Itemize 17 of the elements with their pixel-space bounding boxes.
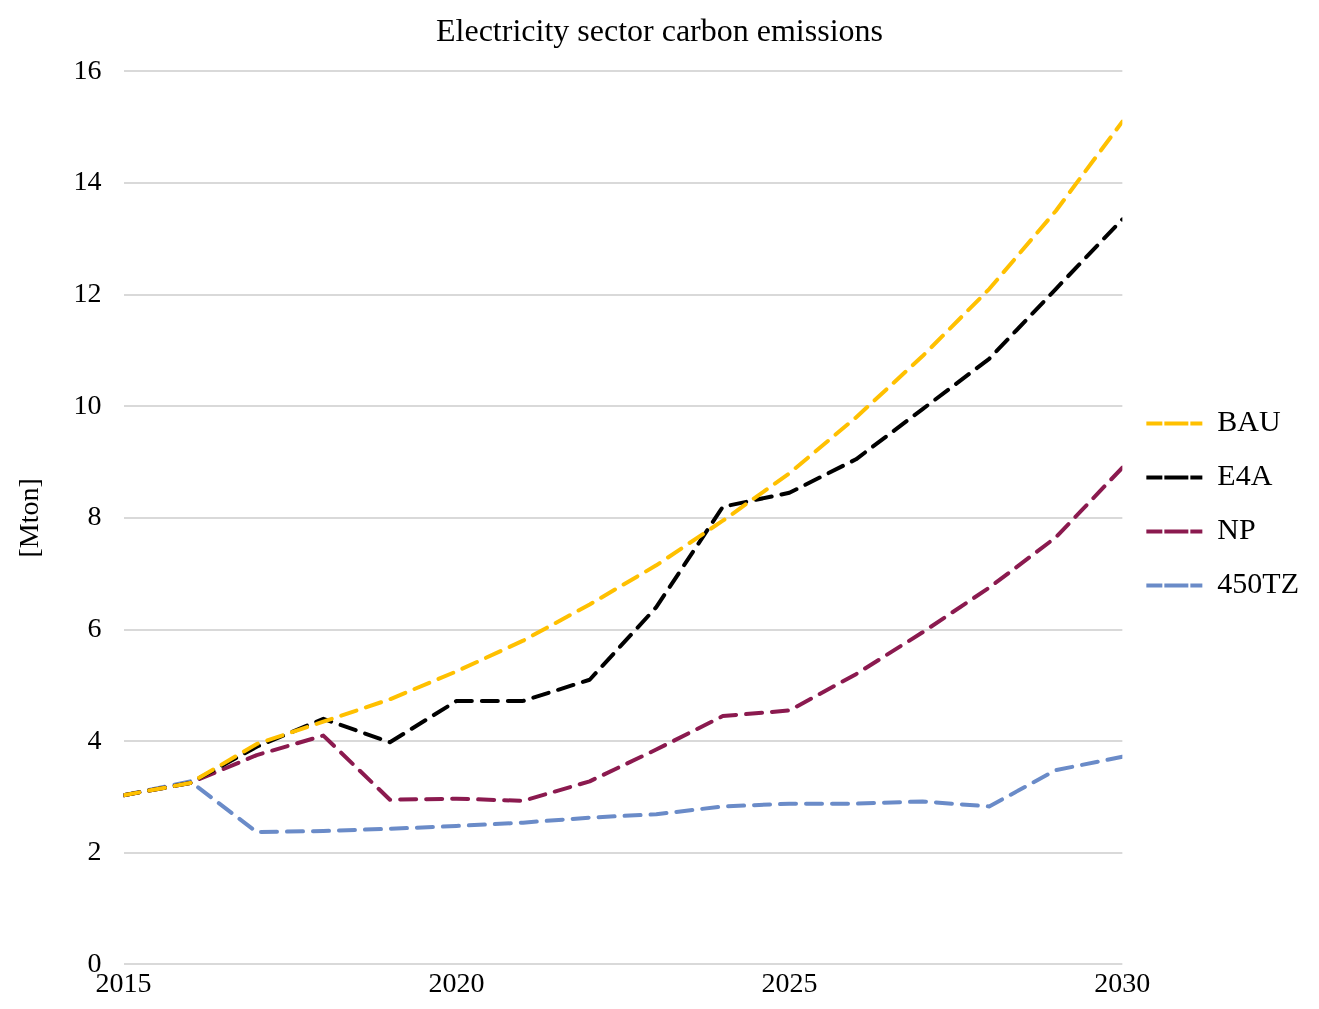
chart-title: Electricity sector carbon emissions — [436, 11, 883, 48]
legend-label: 450TZ — [1217, 566, 1300, 600]
y-tick-label: 2 — [87, 835, 102, 867]
y-tick-label: 4 — [87, 723, 102, 755]
legend-label: BAU — [1217, 404, 1282, 438]
legend-label: E4A — [1217, 458, 1273, 492]
y-tick-label: 10 — [73, 388, 102, 420]
x-tick-label: 2020 — [428, 966, 485, 998]
y-tick-label: 8 — [87, 500, 102, 532]
legend-label: NP — [1217, 512, 1256, 546]
x-tick-label: 2025 — [761, 966, 818, 998]
y-tick-label: 16 — [73, 53, 102, 85]
x-tick-label: 2030 — [1094, 966, 1151, 998]
y-tick-label: 14 — [73, 165, 102, 197]
y-tick-label: 12 — [73, 277, 102, 309]
y-tick-label: 6 — [87, 611, 102, 643]
y-axis-title: [Mton] — [13, 478, 45, 558]
